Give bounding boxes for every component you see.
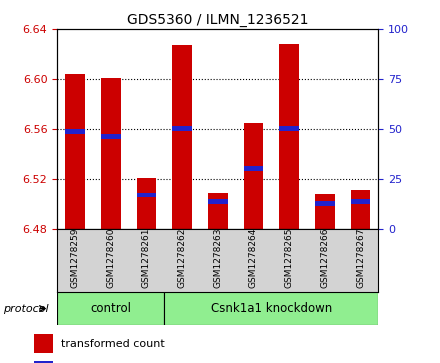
- FancyBboxPatch shape: [164, 292, 378, 325]
- Text: transformed count: transformed count: [61, 339, 165, 349]
- Bar: [101, 78, 121, 229]
- Bar: [208, 199, 227, 204]
- Text: protocol: protocol: [3, 303, 48, 314]
- Bar: [172, 45, 192, 229]
- Bar: [279, 126, 299, 131]
- Bar: [136, 192, 156, 197]
- Bar: [244, 166, 263, 171]
- Bar: [65, 74, 85, 229]
- Bar: [244, 123, 263, 229]
- Text: control: control: [90, 302, 131, 315]
- Bar: [101, 134, 121, 139]
- Bar: [351, 190, 370, 229]
- Bar: [208, 192, 227, 229]
- Bar: [279, 44, 299, 229]
- Title: GDS5360 / ILMN_1236521: GDS5360 / ILMN_1236521: [127, 13, 308, 26]
- Bar: [315, 194, 335, 229]
- FancyBboxPatch shape: [57, 292, 164, 325]
- Bar: [34, 334, 53, 353]
- Bar: [65, 129, 85, 134]
- Bar: [34, 361, 53, 363]
- Bar: [351, 199, 370, 204]
- Bar: [172, 126, 192, 131]
- Text: Csnk1a1 knockdown: Csnk1a1 knockdown: [211, 302, 332, 315]
- Bar: [136, 178, 156, 229]
- Bar: [315, 201, 335, 206]
